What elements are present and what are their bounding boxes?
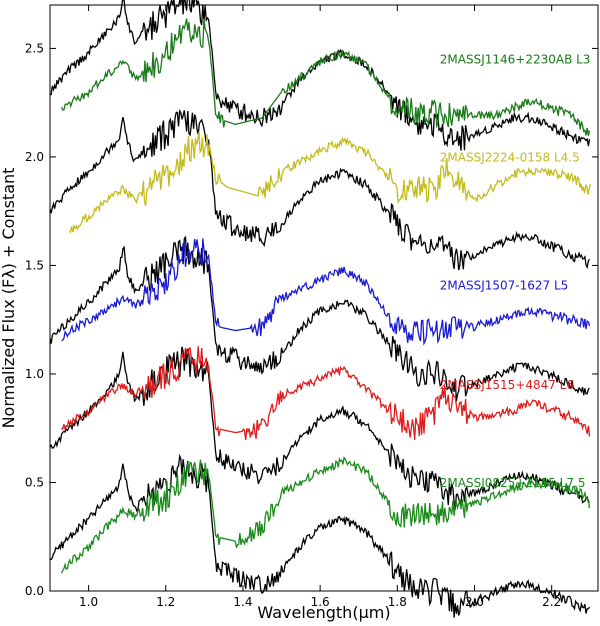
x-tick-label: 1.2 (156, 595, 175, 609)
reference-spectra-layer (49, 0, 591, 618)
y-tick-label: 0.5 (25, 475, 44, 489)
series-layer (60, 18, 591, 574)
series-line-5 (61, 456, 591, 574)
tick-layer: 1.0 1.2 1.4 1.6 1.8 2.0 2.2 0.0 0.5 1.0 1.5 2.0 2.5 (25, 5, 598, 609)
series-label-4: 2MASSJ1515+4847 L6 (440, 378, 574, 392)
x-tick-label: 1.6 (311, 595, 330, 609)
y-tick-label: 1.0 (25, 367, 44, 381)
y-tick-label: 0.0 (25, 584, 44, 598)
reference-spectrum-4 (49, 346, 590, 510)
series-line-1 (60, 18, 591, 136)
x-tick-label: 1.8 (388, 595, 407, 609)
series-label-2: 2MASSJ2224-0158 L4.5 (440, 150, 580, 164)
x-tick-label: 1.0 (79, 595, 98, 609)
series-line-2 (68, 131, 591, 234)
x-tick-label: 1.4 (233, 595, 252, 609)
series-line-4 (61, 346, 591, 441)
series-line-3 (61, 238, 591, 346)
series-label-3: 2MASSJ1507-1627 L5 (440, 278, 569, 292)
x-tick-label: 2.2 (542, 595, 561, 609)
x-axis-label: Wavelength(μm) (257, 603, 390, 622)
y-tick-label: 1.5 (25, 258, 44, 272)
series-label-layer: 2MASSJ1146+2230AB L3 2MASSJ2224-0158 L4.5… (440, 53, 591, 490)
reference-spectrum-2 (49, 108, 591, 271)
reference-spectrum-3 (49, 235, 590, 402)
x-tick-label: 2.0 (465, 595, 484, 609)
reference-spectrum-5 (49, 453, 591, 618)
reference-spectrum-1 (49, 0, 591, 151)
y-axis-label: Normalized Flux (Fλ) + Constant (0, 168, 18, 429)
y-tick-label: 2.0 (25, 150, 44, 164)
series-label-5: 2MASSJ0825+2115 L7.5 (440, 476, 586, 490)
y-tick-label: 2.5 (25, 41, 44, 55)
plot-frame (49, 4, 599, 592)
series-label-1: 2MASSJ1146+2230AB L3 (440, 53, 591, 67)
